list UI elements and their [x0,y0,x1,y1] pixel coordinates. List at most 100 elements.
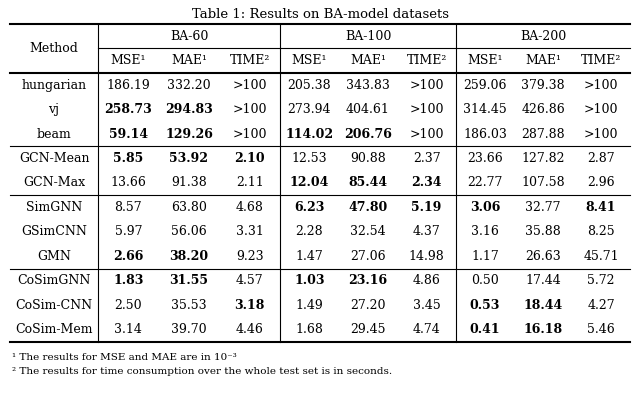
Text: 8.25: 8.25 [587,225,615,239]
Text: 4.37: 4.37 [413,225,440,239]
Text: 0.53: 0.53 [470,299,500,312]
Text: CoSim-CNN: CoSim-CNN [15,299,93,312]
Text: 273.94: 273.94 [287,103,331,116]
Text: 0.50: 0.50 [471,274,499,287]
Text: 3.18: 3.18 [234,299,265,312]
Text: MSE¹: MSE¹ [292,54,327,67]
Text: >100: >100 [232,79,267,92]
Text: 2.50: 2.50 [115,299,142,312]
Text: 332.20: 332.20 [167,79,211,92]
Text: GMN: GMN [37,250,71,263]
Text: BA-100: BA-100 [345,30,391,43]
Text: 287.88: 287.88 [521,127,565,140]
Text: 2.66: 2.66 [113,250,143,263]
Text: GCN-Mean: GCN-Mean [19,152,89,165]
Text: 56.06: 56.06 [171,225,207,239]
Text: 259.06: 259.06 [463,79,507,92]
Text: 59.14: 59.14 [109,127,148,140]
Text: BA-200: BA-200 [520,30,566,43]
Text: 4.27: 4.27 [587,299,615,312]
Text: >100: >100 [232,127,267,140]
Text: 2.34: 2.34 [412,177,442,190]
Text: 63.80: 63.80 [171,201,207,214]
Text: 343.83: 343.83 [346,79,390,92]
Text: 5.85: 5.85 [113,152,143,165]
Text: 27.20: 27.20 [350,299,386,312]
Text: beam: beam [36,127,72,140]
Text: 8.41: 8.41 [586,201,616,214]
Text: 6.23: 6.23 [294,201,324,214]
Text: >100: >100 [584,79,618,92]
Text: 53.92: 53.92 [170,152,209,165]
Text: 1.03: 1.03 [294,274,324,287]
Text: 2.87: 2.87 [587,152,615,165]
Text: 35.88: 35.88 [525,225,561,239]
Text: 0.41: 0.41 [470,323,500,336]
Text: 1.17: 1.17 [471,250,499,263]
Text: 2.28: 2.28 [296,225,323,239]
Text: 3.31: 3.31 [236,225,264,239]
Text: 2.10: 2.10 [234,152,265,165]
Text: Table 1: Results on BA-model datasets: Table 1: Results on BA-model datasets [191,7,449,20]
Text: 114.02: 114.02 [285,127,333,140]
Text: 38.20: 38.20 [170,250,209,263]
Text: GCN-Max: GCN-Max [23,177,85,190]
Text: 18.44: 18.44 [524,299,563,312]
Text: 13.66: 13.66 [110,177,147,190]
Text: hungarian: hungarian [21,79,86,92]
Text: 294.83: 294.83 [165,103,213,116]
Text: MSE¹: MSE¹ [111,54,146,67]
Text: 9.23: 9.23 [236,250,264,263]
Text: 426.86: 426.86 [521,103,565,116]
Text: 379.38: 379.38 [521,79,565,92]
Text: >100: >100 [584,127,618,140]
Text: 31.55: 31.55 [170,274,209,287]
Text: 404.61: 404.61 [346,103,390,116]
Text: 4.46: 4.46 [236,323,264,336]
Text: 314.45: 314.45 [463,103,507,116]
Text: GSimCNN: GSimCNN [21,225,87,239]
Text: 90.88: 90.88 [350,152,386,165]
Text: >100: >100 [584,103,618,116]
Text: 32.54: 32.54 [350,225,386,239]
Text: 4.74: 4.74 [413,323,440,336]
Text: 205.38: 205.38 [287,79,331,92]
Text: 1.68: 1.68 [296,323,323,336]
Text: 85.44: 85.44 [348,177,388,190]
Text: 14.98: 14.98 [409,250,445,263]
Text: 1.47: 1.47 [296,250,323,263]
Text: 3.06: 3.06 [470,201,500,214]
Text: 127.82: 127.82 [521,152,564,165]
Text: 5.72: 5.72 [588,274,615,287]
Text: >100: >100 [232,103,267,116]
Text: 129.26: 129.26 [165,127,213,140]
Text: 186.19: 186.19 [106,79,150,92]
Text: 4.57: 4.57 [236,274,264,287]
Text: ¹ The results for MSE and MAE are in 10⁻³: ¹ The results for MSE and MAE are in 10⁻… [12,352,237,361]
Text: ² The results for time consumption over the whole test set is in seconds.: ² The results for time consumption over … [12,368,392,376]
Text: 17.44: 17.44 [525,274,561,287]
Text: 258.73: 258.73 [104,103,152,116]
Text: Method: Method [29,42,79,55]
Text: 23.16: 23.16 [348,274,388,287]
Text: 16.18: 16.18 [524,323,563,336]
Text: >100: >100 [410,127,444,140]
Text: 1.49: 1.49 [296,299,323,312]
Text: >100: >100 [410,79,444,92]
Text: 12.53: 12.53 [292,152,327,165]
Text: 5.46: 5.46 [587,323,615,336]
Text: vj: vj [49,103,60,116]
Text: 1.83: 1.83 [113,274,143,287]
Text: 91.38: 91.38 [171,177,207,190]
Text: MSE¹: MSE¹ [467,54,503,67]
Text: 3.45: 3.45 [413,299,440,312]
Text: MAE¹: MAE¹ [525,54,561,67]
Text: BA-60: BA-60 [170,30,208,43]
Text: 2.96: 2.96 [587,177,615,190]
Text: 22.77: 22.77 [467,177,502,190]
Text: TIME²: TIME² [230,54,270,67]
Text: 12.04: 12.04 [290,177,329,190]
Text: 45.71: 45.71 [583,250,619,263]
Text: MAE¹: MAE¹ [171,54,207,67]
Text: 35.53: 35.53 [171,299,207,312]
